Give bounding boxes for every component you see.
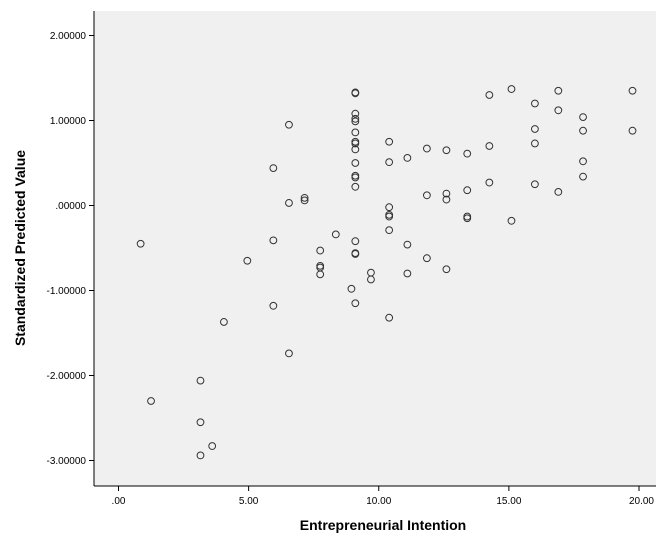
scatter-point [351, 114, 360, 123]
scatter-point [243, 256, 252, 265]
scatter-point [442, 146, 451, 155]
scatter-point [351, 159, 360, 167]
scatter-point [628, 126, 637, 135]
y-tick-label: -2.00000 [47, 371, 87, 382]
scatter-point [403, 240, 412, 249]
scatter-point [367, 275, 375, 284]
y-axis-ticks: -3.00000 -2.00000 -1.00000 .00000 1.00000 2.0… [47, 31, 94, 467]
scatter-point [422, 254, 431, 263]
x-tick-label: 20.00 [629, 496, 654, 507]
scatter-point [351, 89, 360, 98]
scatter-point [351, 109, 360, 118]
scatter-point [351, 173, 360, 182]
scatter-point [463, 186, 472, 195]
scatter-point [347, 284, 356, 293]
scatter-point [196, 418, 205, 427]
scatter-point [531, 180, 539, 189]
x-tick-label: 5.00 [239, 496, 259, 507]
scatter-point [316, 270, 325, 279]
scatter-point [285, 199, 293, 207]
scatter-point [485, 142, 494, 150]
scatter-point [351, 128, 360, 137]
scatter-point [351, 237, 360, 246]
x-axis-title: Entrepreneurial Intention [300, 517, 466, 533]
scatter-point [351, 117, 360, 126]
x-tick-label: 15.00 [496, 496, 521, 507]
scatter-point [554, 188, 563, 196]
scatter-point [442, 265, 451, 274]
scatter-point [285, 349, 293, 358]
scatter-point [316, 246, 325, 255]
scatter-point [351, 182, 360, 191]
y-tick-label: .00000 [55, 201, 86, 212]
scatter-point [442, 189, 451, 198]
scatter-point [196, 376, 205, 385]
scatter-point [208, 442, 217, 450]
scatter-point [422, 144, 431, 153]
scatter-point [269, 301, 278, 310]
scatter-point [463, 214, 472, 223]
x-axis-ticks: .00 5.00 10.00 15.00 20.00 [112, 486, 654, 507]
y-tick-label: 1.00000 [50, 116, 87, 127]
scatter-point [351, 145, 360, 154]
scatter-point [300, 196, 309, 205]
scatter-point [351, 299, 360, 308]
scatter-point [403, 269, 412, 278]
scatter-point [507, 216, 516, 225]
scatter-point [300, 193, 309, 202]
scatter-point [385, 203, 394, 212]
y-tick-label: -3.00000 [47, 456, 87, 467]
scatter-point [531, 125, 539, 133]
scatter-point [269, 236, 278, 245]
scatter-point [531, 139, 539, 148]
scatter-point [579, 113, 587, 121]
scatter-point [351, 139, 360, 148]
scatter-point [285, 120, 293, 129]
data-points [136, 85, 637, 460]
scatter-point [554, 86, 563, 95]
scatter-point [385, 226, 394, 235]
scatter-point [385, 158, 394, 167]
scatter-point [403, 154, 412, 162]
scatter-point [554, 106, 563, 115]
scatter-point [269, 164, 278, 173]
scatter-point [136, 239, 145, 248]
scatter-point [220, 318, 228, 326]
scatter-point [579, 126, 587, 135]
x-tick-label: 10.00 [366, 496, 391, 507]
scatter-point [531, 99, 539, 108]
scatter-point [385, 313, 394, 322]
scatter-point [485, 178, 494, 187]
y-tick-label: 2.00000 [50, 31, 87, 42]
scatter-point [385, 137, 394, 146]
scatter-point [385, 212, 394, 221]
y-axis-title: Standardized Predicted Value [12, 150, 28, 346]
scatter-point [579, 157, 587, 166]
x-tick-label: .00 [112, 496, 126, 507]
axes [93, 11, 656, 487]
scatter-point [147, 397, 155, 405]
scatter-point [442, 195, 451, 204]
y-tick-label: -1.00000 [47, 286, 87, 297]
scatter-point [463, 149, 472, 158]
scatter-point [485, 91, 494, 99]
scatter-point [351, 250, 360, 258]
scatter-point [628, 86, 637, 95]
scatter-point [331, 230, 340, 239]
scatter-point [579, 172, 587, 181]
plot-area [94, 11, 656, 486]
scatter-point [422, 191, 431, 200]
scatter-point [507, 85, 516, 93]
scatter-point [196, 451, 205, 460]
